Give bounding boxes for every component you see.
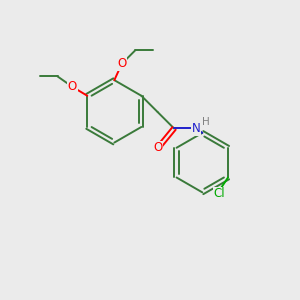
Text: O: O	[68, 80, 77, 93]
Text: O: O	[153, 141, 162, 154]
Text: N: N	[192, 122, 201, 135]
Text: O: O	[117, 57, 126, 70]
Text: Cl: Cl	[213, 187, 225, 200]
Text: H: H	[202, 117, 210, 127]
